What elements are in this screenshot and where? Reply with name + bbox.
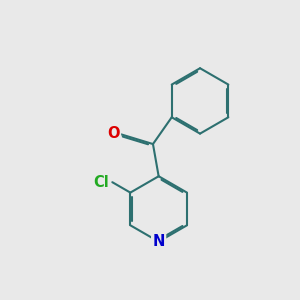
- Text: N: N: [152, 234, 165, 249]
- Text: O: O: [107, 126, 120, 141]
- Text: Cl: Cl: [94, 175, 109, 190]
